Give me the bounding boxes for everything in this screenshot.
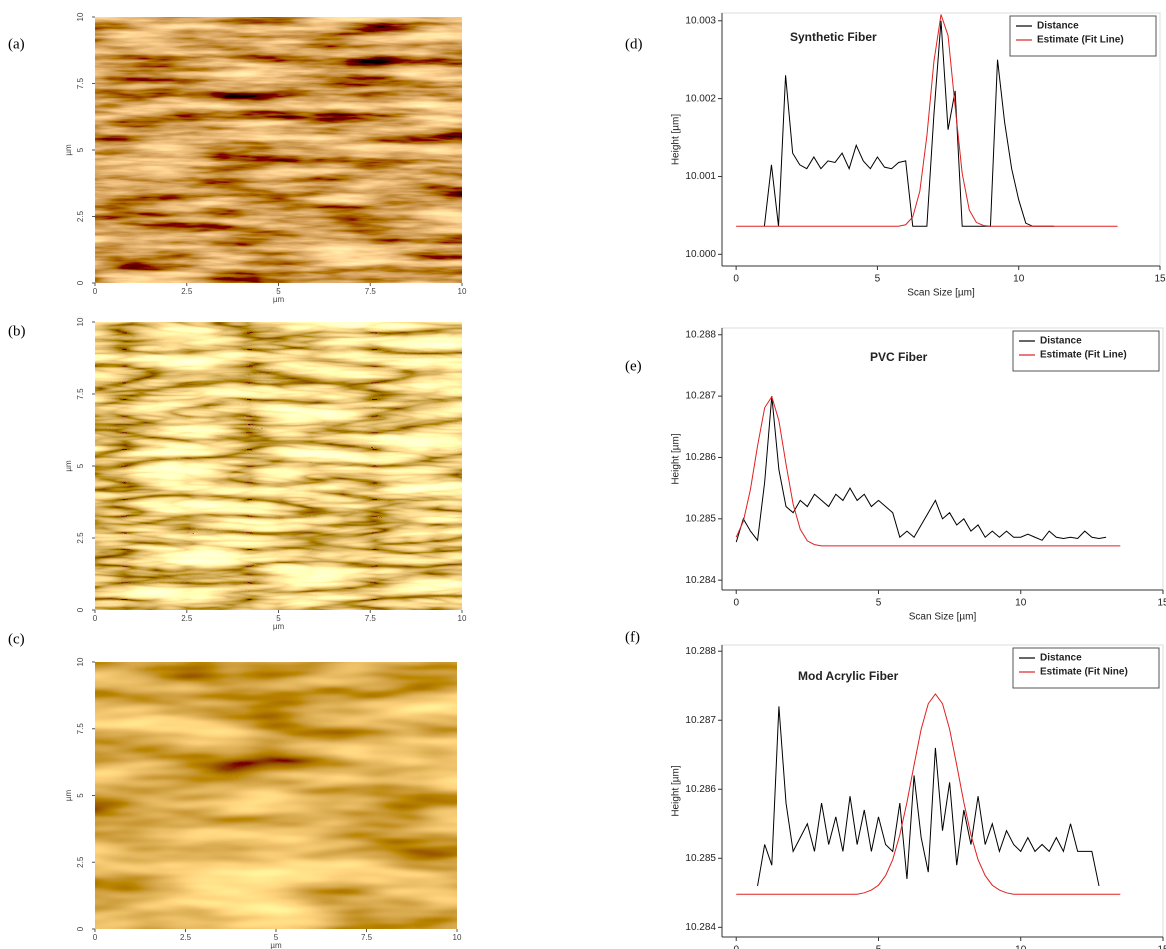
x-tick-label: 0 (93, 933, 98, 942)
panel-label: (a) (8, 36, 25, 52)
x-tick-label: 5 (274, 933, 279, 942)
x-tick-label: 15 (1157, 598, 1166, 609)
y-tick-label: 7.5 (76, 723, 85, 735)
x-tick-label: 5 (876, 598, 882, 609)
y-tick-label: 10.286 (685, 452, 716, 463)
data-line (735, 396, 1107, 543)
afm-image (95, 322, 462, 610)
chart-title: Synthetic Fiber (790, 30, 877, 44)
y-axis-label: Height [µm] (671, 433, 682, 485)
x-tick-label: 5 (875, 274, 881, 285)
plot-frame (721, 644, 1164, 938)
y-tick-label: 10 (76, 657, 85, 666)
y-tick-label: 10.287 (685, 715, 716, 726)
x-tick-label: 5 (276, 614, 281, 623)
y-tick-label: 10.285 (685, 853, 716, 864)
x-axis-label: µm (273, 295, 285, 304)
x-tick-label: 10 (458, 287, 467, 296)
legend-label: Estimate (Fit Nine) (1040, 667, 1128, 678)
legend-box (1012, 330, 1160, 372)
y-tick-label: 10.288 (685, 329, 716, 340)
y-tick-label: 0 (76, 607, 85, 612)
x-tick-label: 10 (453, 933, 462, 942)
x-tick-label: 5 (876, 945, 882, 949)
legend-box (1012, 647, 1160, 689)
x-tick-label: 10 (1015, 598, 1027, 609)
x-tick-label: 0 (733, 945, 739, 949)
panel-label: (d) (625, 36, 643, 52)
afm-image (95, 662, 457, 929)
x-tick-label: 0 (733, 274, 739, 285)
y-tick-label: 2.5 (76, 210, 85, 222)
y-tick-label: 10 (76, 317, 85, 326)
y-tick-label: 5 (76, 147, 85, 152)
x-tick-label: 2.5 (181, 287, 193, 296)
y-tick-label: 10 (76, 12, 85, 21)
legend-label: Distance (1040, 336, 1082, 347)
x-tick-label: 0 (93, 614, 98, 623)
y-tick-label: 10.287 (685, 391, 716, 402)
y-tick-label: 7.5 (76, 388, 85, 400)
chart-title: Mod Acrylic Fiber (798, 669, 899, 683)
y-axis-label: µm (64, 790, 73, 802)
data-line (757, 706, 1100, 887)
data-line (736, 14, 1118, 227)
y-tick-label: 10.284 (685, 575, 716, 586)
afm-image (95, 17, 462, 283)
x-tick-label: 2.5 (180, 933, 192, 942)
legend-label: Distance (1040, 653, 1082, 664)
y-tick-label: 5 (76, 793, 85, 798)
y-tick-label: 10.002 (685, 93, 716, 104)
panel-label: (c) (8, 631, 25, 647)
chart-title: PVC Fiber (870, 350, 928, 364)
x-tick-label: 10 (1013, 274, 1025, 285)
x-tick-label: 7.5 (361, 933, 373, 942)
x-tick-label: 2.5 (181, 614, 193, 623)
y-tick-label: 10.284 (685, 922, 716, 933)
x-axis-label: Scan Size [µm] (909, 612, 977, 623)
y-axis-label: Height [µm] (671, 765, 682, 817)
data-line (763, 20, 1055, 227)
y-axis-label: µm (64, 460, 73, 472)
y-tick-label: 7.5 (76, 77, 85, 89)
x-tick-label: 15 (1157, 945, 1166, 949)
data-line (735, 395, 1121, 547)
y-axis-label: Height [µm] (671, 114, 682, 166)
panel-label: (f) (625, 629, 640, 645)
x-tick-label: 0 (93, 287, 98, 296)
y-tick-label: 0 (76, 926, 85, 931)
y-tick-label: 10.000 (685, 249, 716, 260)
y-tick-label: 5 (76, 463, 85, 468)
x-tick-label: 10 (1015, 945, 1027, 949)
legend-label: Estimate (Fit Line) (1037, 35, 1124, 46)
x-tick-label: 10 (458, 614, 467, 623)
x-axis-label: µm (270, 941, 282, 949)
legend-label: Estimate (Fit Line) (1040, 350, 1127, 361)
x-tick-label: 7.5 (365, 614, 377, 623)
data-line (736, 693, 1121, 895)
x-tick-label: 15 (1154, 274, 1166, 285)
x-tick-label: 5 (276, 287, 281, 296)
x-tick-label: 0 (733, 598, 739, 609)
legend-label: Distance (1037, 21, 1079, 32)
x-axis-label: µm (273, 622, 285, 631)
panel-label: (e) (625, 358, 642, 374)
y-tick-label: 2.5 (76, 856, 85, 868)
y-tick-label: 10.286 (685, 784, 716, 795)
panel-label: (b) (8, 323, 26, 339)
y-axis-label: µm (64, 144, 73, 156)
y-tick-label: 10.285 (685, 513, 716, 524)
y-tick-label: 2.5 (76, 532, 85, 544)
legend-box (1009, 15, 1157, 57)
y-tick-label: 10.003 (685, 15, 716, 26)
y-tick-label: 10.001 (685, 171, 716, 182)
y-tick-label: 0 (76, 280, 85, 285)
x-axis-label: Scan Size [µm] (907, 288, 975, 299)
x-tick-label: 7.5 (365, 287, 377, 296)
y-tick-label: 10.288 (685, 646, 716, 657)
